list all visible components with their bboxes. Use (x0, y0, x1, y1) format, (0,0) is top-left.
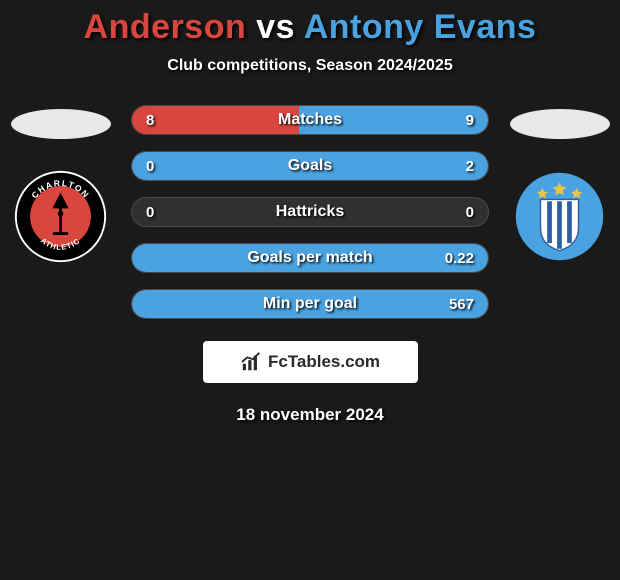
vs-text: vs (246, 8, 303, 46)
player-a-name: Anderson (84, 8, 247, 46)
bar-fill-right (132, 152, 488, 180)
club-crest-left: CHARLTON ATHLETIC (13, 169, 108, 264)
left-side: CHARLTON ATHLETIC (8, 105, 113, 264)
brand-chart-icon (240, 351, 262, 373)
subtitle: Club competitions, Season 2024/2025 (0, 57, 620, 75)
bar-value-left: 0 (146, 198, 154, 226)
brand-box: FcTables.com (203, 341, 418, 383)
bar-fill-right (132, 290, 488, 318)
right-side (507, 105, 612, 264)
stat-bar: Min per goal567 (131, 289, 489, 319)
comparison-card: Anderson vs Antony Evans Club competitio… (0, 0, 620, 425)
player-b-photo-placeholder (510, 109, 610, 139)
main-row: CHARLTON ATHLETIC Matches89 Goals02 Hattri… (0, 105, 620, 319)
stat-bar: Hattricks0 0 (131, 197, 489, 227)
page-title: Anderson vs Antony Evans (0, 8, 620, 47)
bar-fill-left (132, 106, 299, 134)
stat-bar: Goals per match0.22 (131, 243, 489, 273)
stat-bar: Goals02 (131, 151, 489, 181)
bar-value-right: 0 (466, 198, 474, 226)
bar-fill-right (132, 244, 488, 272)
stat-bar: Matches89 (131, 105, 489, 135)
date-text: 18 november 2024 (0, 405, 620, 425)
player-b-name: Antony Evans (304, 8, 537, 46)
player-a-photo-placeholder (11, 109, 111, 139)
brand-text: FcTables.com (268, 352, 380, 372)
club-crest-right (512, 169, 607, 264)
stat-bars: Matches89 Goals02 Hattricks0 0 Goals per mat… (113, 105, 507, 319)
bar-fill-right (299, 106, 488, 134)
bar-label: Hattricks (132, 198, 488, 226)
